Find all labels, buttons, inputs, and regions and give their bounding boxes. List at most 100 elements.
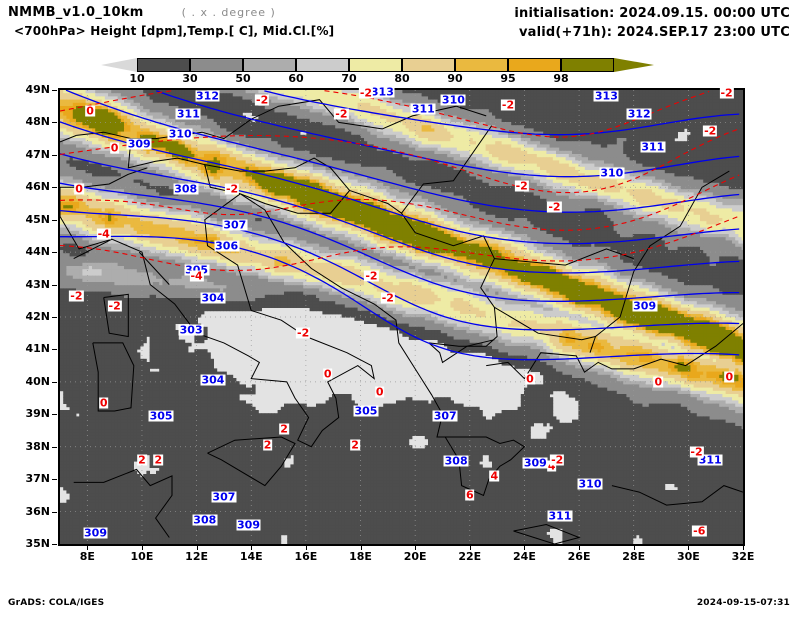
- colorbar-tick-50: 50: [235, 72, 250, 85]
- temp-contour-label-29: 2: [153, 454, 164, 466]
- temp-contour-label-4: -4: [96, 228, 111, 240]
- lon-tick-10E: 10E: [122, 550, 162, 563]
- lon-tick-mark-16E: [305, 545, 307, 550]
- temp-contour-label-15: -2: [107, 300, 122, 312]
- colorbar-high-arrow: [614, 58, 654, 72]
- lat-tick-43N: 43N: [10, 278, 50, 291]
- height-contour-label-22: 311: [547, 510, 573, 522]
- temp-contour-label-23: 0: [653, 376, 664, 388]
- lon-tick-16E: 16E: [286, 550, 326, 563]
- height-contour-label-2: 311: [175, 108, 201, 120]
- lat-tick-mark-38N: [52, 446, 57, 448]
- temp-contour-label-35: -6: [692, 525, 707, 537]
- temp-contour-label-14: -2: [69, 290, 84, 302]
- lat-tick-mark-37N: [52, 479, 57, 481]
- height-contour-label-10: 303: [178, 324, 204, 336]
- lat-tick-38N: 38N: [10, 440, 50, 453]
- height-contour-label-23: 311: [697, 454, 723, 466]
- header-right-block: initialisation: 2024.09.15. 00:00 UTC va…: [514, 4, 790, 42]
- colorbar-band-3: [296, 58, 349, 72]
- lon-tick-28E: 28E: [614, 550, 654, 563]
- lon-tick-24E: 24E: [504, 550, 544, 563]
- temp-contour-label-6: -2: [358, 87, 374, 99]
- colorbar-tick-98: 98: [553, 72, 568, 85]
- lon-tick-30E: 30E: [668, 550, 708, 563]
- map-plot-area[interactable]: [58, 88, 745, 546]
- lat-tick-48N: 48N: [10, 115, 50, 128]
- lat-tick-mark-49N: [52, 90, 57, 91]
- height-contour-label-3: 310: [167, 128, 193, 140]
- temp-contour-label-22: 0: [525, 373, 535, 385]
- colorbar-tick-95: 95: [500, 72, 515, 85]
- colorbar-tick-80: 80: [394, 72, 409, 85]
- height-contour-label-8: 305: [184, 264, 210, 276]
- temp-contour-label-25: 2: [279, 423, 289, 435]
- temp-contour-label-24: 0: [724, 371, 735, 383]
- lon-tick-mark-30E: [688, 545, 690, 550]
- valid-time: valid(+71h): 2024.SEP.17 23:00 UTC: [514, 23, 790, 42]
- level-variables-line: <700hPa> Height [dpm],Temp.[ C], Mid.Cl.…: [14, 22, 334, 40]
- temp-contour-label-28: 2: [137, 454, 147, 466]
- temp-contour-label-16: -2: [364, 270, 379, 282]
- chart-header: NMMB_v1.0_10km ( . x . degree ) <700hPa> …: [0, 0, 800, 52]
- colorbar-band-6: [455, 58, 508, 72]
- lat-tick-36N: 36N: [10, 505, 50, 518]
- temp-contour-label-5: -2: [255, 94, 270, 106]
- lon-tick-8E: 8E: [67, 550, 107, 563]
- lon-tick-26E: 26E: [559, 550, 599, 563]
- header-left-block: NMMB_v1.0_10km ( . x . degree ) <700hPa> …: [8, 4, 334, 40]
- initialisation-time: initialisation: 2024.09.15. 00:00 UTC: [514, 4, 790, 23]
- temp-contour-label-10: -2: [703, 125, 718, 137]
- height-contour-label-18: 308: [192, 514, 218, 526]
- lat-tick-46N: 46N: [10, 180, 50, 193]
- lat-tick-45N: 45N: [10, 213, 50, 226]
- colorbar-band-0: [137, 58, 190, 72]
- colorbar-band-5: [402, 58, 455, 72]
- lon-tick-mark-28E: [633, 545, 635, 550]
- lat-tick-37N: 37N: [10, 472, 50, 485]
- height-contour-label-25: 311: [640, 141, 666, 153]
- temp-contour-label-17: -2: [380, 292, 395, 304]
- lat-tick-44N: 44N: [10, 245, 50, 258]
- colorbar-band-1: [190, 58, 243, 72]
- temp-contour-label-32: 6: [464, 489, 475, 501]
- temp-contour-label-30: 4: [489, 470, 500, 482]
- temp-contour-label-34: -2: [689, 446, 704, 458]
- chart-footer: GrADS: COLA/IGES 2024-09-15-07:31: [0, 598, 800, 618]
- map-gridlines: [60, 90, 743, 544]
- height-contour-label-14: 307: [432, 410, 458, 422]
- colorbar-tick-30: 30: [182, 72, 197, 85]
- lon-tick-22E: 22E: [450, 550, 490, 563]
- model-title-row: NMMB_v1.0_10km ( . x . degree ): [8, 4, 334, 22]
- colorbar: 10 30 50 60 70 80 90 95 98: [0, 54, 800, 86]
- lat-tick-39N: 39N: [10, 407, 50, 420]
- height-contour-label-1: 312: [195, 90, 220, 102]
- height-contour-label-0: 313: [369, 86, 395, 98]
- lat-tick-mark-48N: [52, 122, 57, 124]
- height-contour-label-16: 309: [522, 457, 548, 469]
- temp-contour-label-18: -2: [296, 327, 311, 339]
- colorbar-tick-60: 60: [288, 72, 303, 85]
- height-contour-label-5: 308: [173, 183, 199, 195]
- lat-tick-mark-45N: [52, 219, 57, 221]
- lat-tick-41N: 41N: [10, 342, 50, 355]
- temp-contour-label-31: 4: [546, 460, 557, 472]
- colorbar-tick-70: 70: [341, 72, 356, 85]
- temp-contour-label-21: 0: [374, 386, 385, 398]
- lat-tick-40N: 40N: [10, 375, 50, 388]
- temp-contour-label-20: 0: [322, 368, 333, 380]
- lon-tick-mark-18E: [360, 545, 362, 550]
- lon-tick-mark-26E: [579, 545, 581, 550]
- height-contour-label-28: 309: [632, 300, 658, 312]
- lon-tick-12E: 12E: [177, 550, 217, 563]
- lon-tick-18E: 18E: [341, 550, 381, 563]
- lon-tick-32E: 32E: [723, 550, 763, 563]
- lon-tick-mark-32E: [743, 545, 744, 550]
- colorbar-low-arrow: [101, 58, 137, 72]
- lat-tick-mark-46N: [52, 187, 57, 189]
- temp-contour-label-33: -2: [550, 454, 565, 466]
- height-contour-label-11: 304: [200, 374, 226, 386]
- lat-tick-mark-41N: [52, 349, 57, 351]
- cloud-shading-layer: [60, 90, 743, 544]
- height-contour-label-9: 304: [200, 292, 226, 304]
